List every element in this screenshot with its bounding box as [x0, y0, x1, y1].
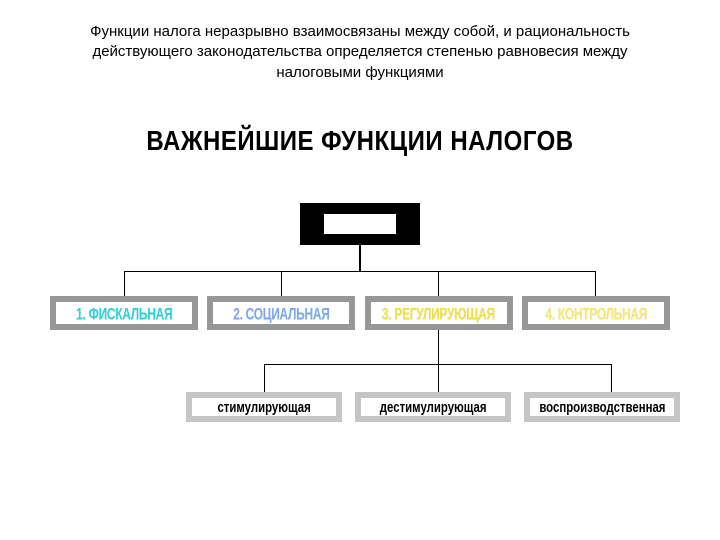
lvl1-label: 2. СОЦИАЛЬНАЯ: [233, 303, 329, 323]
main-title: ВАЖНЕЙШИЕ ФУНКЦИИ НАЛОГОВ: [0, 126, 720, 158]
connector-drop-1: [124, 271, 125, 296]
lvl1-box-control: 4. КОНТРОЛЬНАЯ: [522, 296, 670, 330]
connector-lvl2-drop-1: [264, 364, 265, 392]
connector-lvl1-bus: [124, 271, 596, 272]
lvl2-box-stimulating: стимулирующая: [186, 392, 342, 422]
connector-lvl2-drop-2: [438, 364, 439, 392]
level2-row: стимулирующая дестимулирующая воспроизво…: [186, 392, 680, 422]
lvl2-label: дестимулирующая: [380, 398, 487, 416]
intro-paragraph: Функции налога неразрывно взаимосвязаны …: [60, 22, 660, 83]
level1-row: 1. ФИСКАЛЬНАЯ 2. СОЦИАЛЬНАЯ 3. РЕГУЛИРУЮ…: [50, 296, 670, 330]
lvl1-box-fiscal: 1. ФИСКАЛЬНАЯ: [50, 296, 198, 330]
lvl1-label: 1. ФИСКАЛЬНАЯ: [76, 303, 172, 323]
root-node-inner: [324, 214, 396, 233]
lvl1-box-social: 2. СОЦИАЛЬНАЯ: [207, 296, 355, 330]
lvl1-label: 3. РЕГУЛИРУЮЩАЯ: [382, 303, 495, 323]
lvl1-label: 4. КОНТРОЛЬНАЯ: [545, 303, 647, 323]
connector-root-down: [359, 245, 361, 271]
lvl2-label: воспроизводственная: [539, 398, 665, 416]
lvl2-box-reproductive: воспроизводственная: [524, 392, 680, 422]
connector-drop-3: [438, 271, 439, 296]
connector-lvl2-drop-3: [611, 364, 612, 392]
connector-drop-2: [281, 271, 282, 296]
root-node: [300, 203, 420, 245]
lvl2-label: стимулирующая: [217, 398, 310, 416]
lvl2-box-destimulating: дестимулирующая: [355, 392, 511, 422]
lvl1-box-regulating: 3. РЕГУЛИРУЮЩАЯ: [365, 296, 513, 330]
connector-reg-down: [438, 330, 439, 364]
connector-drop-4: [595, 271, 596, 296]
